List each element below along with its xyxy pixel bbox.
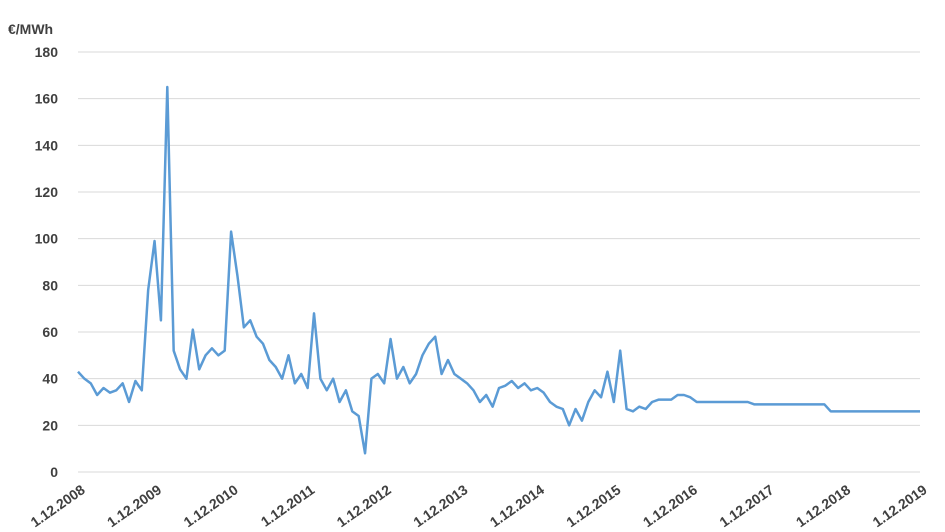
x-tick-label: 1.12.2019 bbox=[870, 481, 930, 530]
y-tick-label: 60 bbox=[42, 324, 58, 340]
x-tick-label: 1.12.2010 bbox=[181, 481, 241, 530]
y-axis-label: €/MWh bbox=[8, 21, 53, 37]
x-tick-label: 1.12.2015 bbox=[563, 481, 623, 530]
x-tick-label: 1.12.2014 bbox=[487, 481, 547, 530]
y-tick-label: 160 bbox=[35, 91, 59, 107]
x-tick-label: 1.12.2017 bbox=[716, 481, 776, 530]
x-tick-label: 1.12.2009 bbox=[104, 481, 164, 530]
y-tick-label: 140 bbox=[35, 137, 59, 153]
y-tick-label: 40 bbox=[42, 371, 58, 387]
y-tick-label: 80 bbox=[42, 277, 58, 293]
x-tick-label: 1.12.2018 bbox=[793, 481, 853, 530]
line-series bbox=[77, 85, 920, 455]
y-tick-label: 20 bbox=[42, 417, 58, 433]
x-tick-label: 1.12.2013 bbox=[410, 481, 470, 530]
x-tick-label: 1.12.2016 bbox=[640, 481, 700, 530]
y-tick-label: 180 bbox=[35, 44, 59, 60]
x-tick-label: 1.12.2012 bbox=[334, 481, 394, 530]
x-tick-label: 1.12.2008 bbox=[28, 481, 88, 530]
y-tick-label: 120 bbox=[35, 184, 59, 200]
x-tick-label: 1.12.2011 bbox=[258, 481, 318, 530]
y-tick-label: 0 bbox=[50, 464, 58, 480]
y-tick-label: 100 bbox=[35, 231, 59, 247]
